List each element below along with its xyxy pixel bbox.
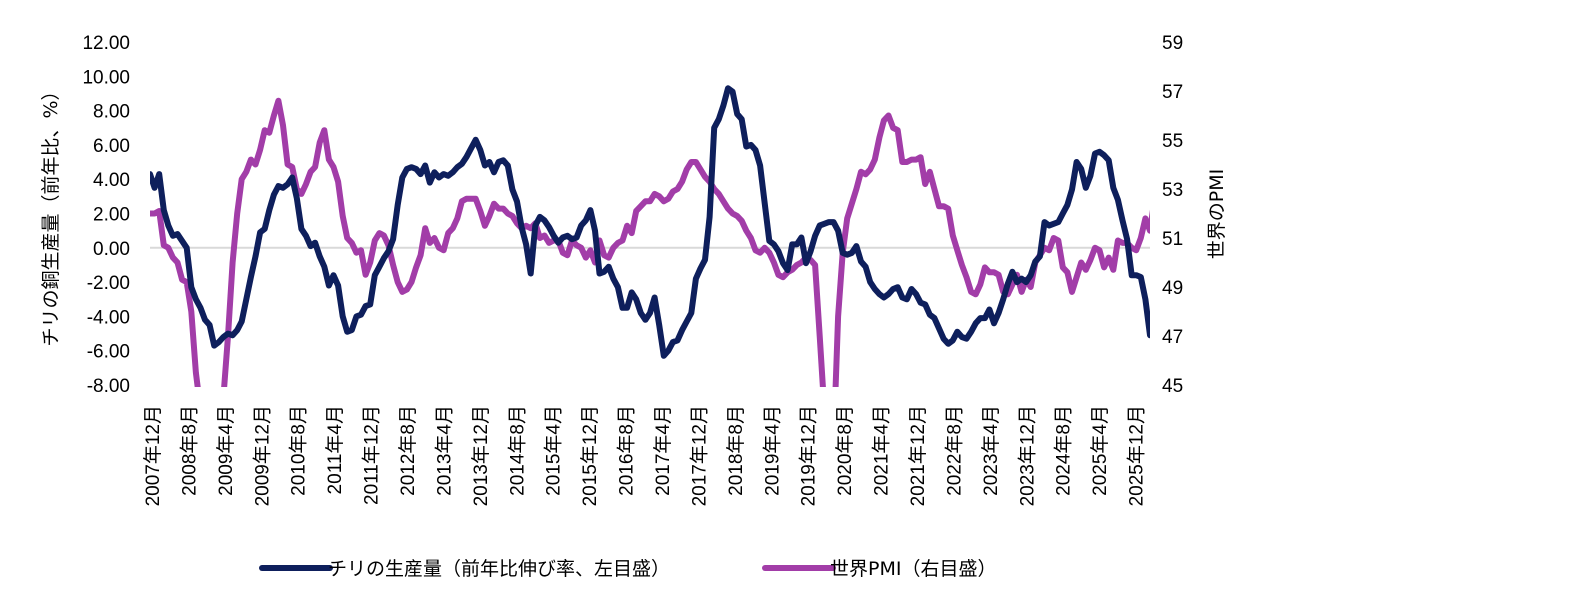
x-tick-label: 2011年12月 [361, 405, 383, 505]
legend-label-pmi: 世界PMI（右目盛） [830, 558, 996, 580]
x-tick-label: 2023年12月 [1016, 405, 1038, 506]
x-tick-label: 2025年4月 [1089, 405, 1111, 496]
y-left-tick-label: 10.00 [82, 67, 130, 88]
y-right-tick-label: 51 [1162, 229, 1183, 250]
x-tick-label: 2014年8月 [506, 405, 528, 496]
y-left-tick-label: -6.00 [87, 342, 130, 363]
y-left-tick-label: -8.00 [87, 376, 130, 397]
x-axis: 2007年12月 2008年8月 2009年4月 2009年12月 2010年8月 201… [142, 405, 1148, 506]
y-axis-left-title: チリの銅生産量（前年比、%） [40, 81, 62, 346]
x-tick-label: 2016年8月 [616, 405, 638, 496]
y-right-tick-label: 55 [1162, 131, 1183, 152]
right-axis: 59 57 55 53 51 49 47 45 [1162, 33, 1183, 397]
legend: チリの生産量（前年比伸び率、左目盛） 世界PMI（右目盛） [259, 558, 996, 580]
x-tick-label: 2015年12月 [579, 405, 601, 506]
y-left-tick-label: 0.00 [93, 239, 130, 260]
x-tick-label: 2023年4月 [980, 405, 1002, 496]
x-tick-label: 2022年8月 [943, 405, 965, 496]
y-right-tick-label: 47 [1162, 327, 1183, 348]
legend-label-chile: チリの生産量（前年比伸び率、左目盛） [328, 558, 670, 580]
x-tick-label: 2017年12月 [688, 405, 710, 506]
y-left-tick-label: -2.00 [87, 273, 130, 294]
x-tick-label: 2010年8月 [288, 405, 310, 496]
series-line-world-pmi [150, 97, 1150, 387]
x-tick-label: 2009年12月 [251, 405, 273, 506]
x-tick-label: 2012年8月 [397, 405, 419, 496]
x-tick-label: 2013年4月 [433, 405, 455, 496]
x-tick-label: 2015年4月 [543, 405, 565, 496]
y-right-tick-label: 57 [1162, 82, 1183, 103]
x-tick-label: 2018年8月 [725, 405, 747, 496]
y-right-tick-label: 45 [1162, 376, 1183, 397]
x-tick-label: 2019年12月 [798, 405, 820, 506]
x-tick-label: 2017年4月 [652, 405, 674, 496]
y-right-tick-label: 49 [1162, 278, 1183, 299]
x-tick-label: 2025年12月 [1126, 405, 1148, 506]
series-line-chile-production [150, 85, 1150, 359]
y-left-tick-label: 2.00 [93, 205, 130, 226]
x-tick-label: 2019年4月 [761, 405, 783, 496]
y-left-tick-label: 12.00 [82, 33, 130, 54]
x-tick-label: 2008年8月 [178, 405, 200, 496]
x-tick-label: 2013年12月 [470, 405, 492, 506]
y-right-tick-label: 53 [1162, 180, 1183, 201]
x-tick-label: 2011年4月 [324, 405, 346, 494]
x-tick-label: 2007年12月 [142, 405, 164, 506]
x-tick-label: 2009年4月 [215, 405, 237, 496]
y-left-tick-label: 8.00 [93, 102, 130, 123]
y-axis-right-title: 世界のPMI [1206, 169, 1228, 259]
x-tick-label: 2021年12月 [907, 405, 929, 506]
y-left-tick-label: 6.00 [93, 136, 130, 157]
x-tick-label: 2020年8月 [834, 405, 856, 496]
x-tick-label: 2024年8月 [1053, 405, 1075, 496]
y-left-tick-label: -4.00 [87, 307, 130, 328]
left-axis: 12.00 10.00 8.00 6.00 4.00 2.00 0.00 -2.00 -4.00… [82, 33, 130, 397]
x-tick-label: 2021年4月 [871, 405, 893, 496]
y-right-tick-label: 59 [1162, 33, 1183, 54]
y-left-tick-label: 4.00 [93, 170, 130, 191]
